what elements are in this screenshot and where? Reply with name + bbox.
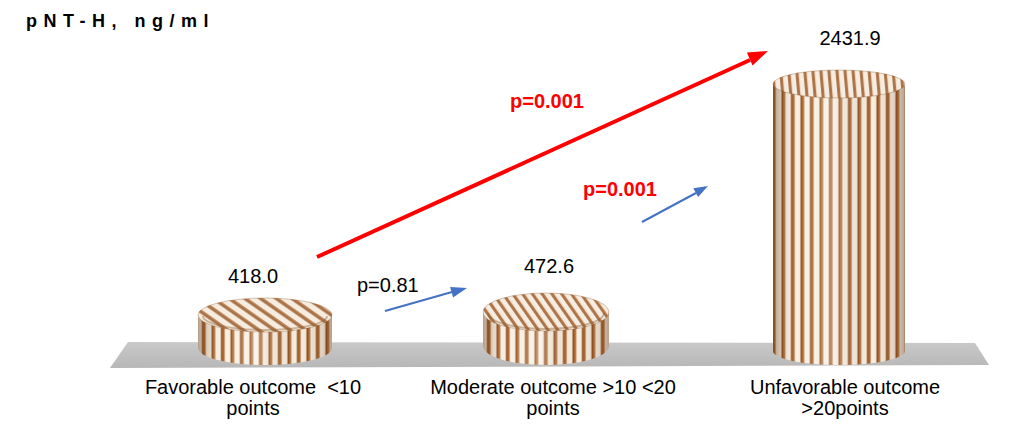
- y-axis-title: pNT-H, ng/ml: [26, 11, 215, 32]
- cylinder-unfavorable: [773, 70, 905, 365]
- p-value-favorable-unfavorable: p=0.001: [510, 90, 584, 113]
- cylinder-moderate: [483, 293, 609, 365]
- cylinder-favorable: [198, 298, 332, 365]
- category-label-unfavorable: Unfavorable outcome>20points: [665, 377, 1012, 419]
- p-value-favorable-moderate: p=0.81: [357, 274, 419, 297]
- value-label-unfavorable: 2431.9: [819, 27, 880, 50]
- p-value-moderate-unfavorable: p=0.001: [583, 178, 657, 201]
- value-label-favorable: 418.0: [228, 265, 278, 288]
- red-significance-arrow: [317, 51, 768, 257]
- value-label-moderate: 472.6: [524, 255, 574, 278]
- chart-canvas: [0, 0, 1012, 436]
- cylinder-bar-chart: pNT-H, ng/ml 418.0 472.6 2431.9 p=0.81 p…: [0, 0, 1012, 436]
